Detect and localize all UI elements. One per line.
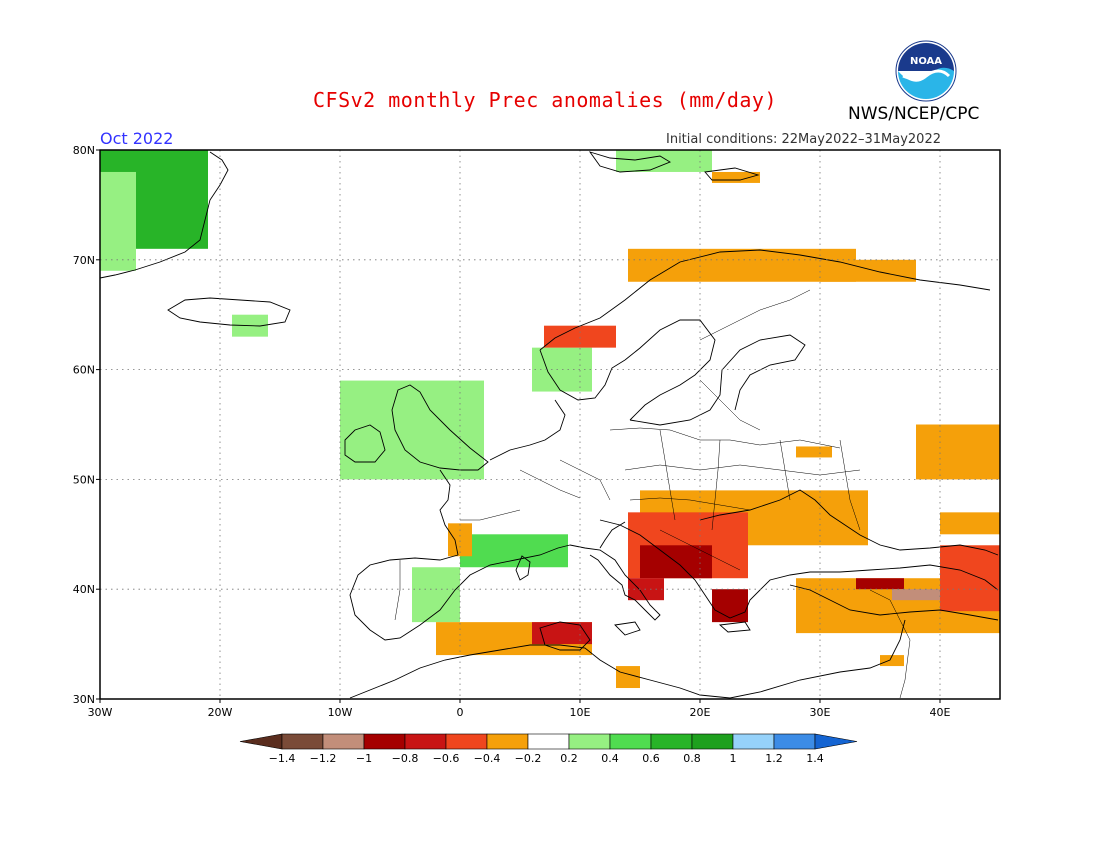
logo-text: NOAA xyxy=(910,56,942,67)
colorbar-box xyxy=(650,733,693,750)
anomaly-cell-bay-biscay-dry xyxy=(448,523,472,557)
anomaly-cell-ukraine-north xyxy=(796,446,832,458)
graticule xyxy=(100,150,1000,699)
anomaly-cell-turkey-north xyxy=(856,578,904,590)
colorbar-label: −0.4 xyxy=(474,752,501,765)
anomaly-cell-svalbard xyxy=(616,150,712,172)
map-title: CFSv2 monthly Prec anomalies (mm/day) xyxy=(313,88,778,112)
lat-tick-label: 40N xyxy=(73,583,95,596)
colorbar-label: −1.2 xyxy=(310,752,337,765)
colorbar-box xyxy=(732,733,775,750)
lon-tick-label: 40E xyxy=(930,706,951,719)
colorbar-label: 0.2 xyxy=(560,752,578,765)
anomaly-cell-barents-dry xyxy=(712,171,760,183)
lat-tick-label: 50N xyxy=(73,473,95,486)
lon-tick-label: 20E xyxy=(690,706,711,719)
anomaly-cell-caucasus xyxy=(940,545,1000,612)
anomaly-cell-russia-south xyxy=(940,512,1000,535)
lat-tick-label: 60N xyxy=(73,364,95,377)
colorbar-label: −0.2 xyxy=(515,752,542,765)
lat-tick-label: 70N xyxy=(73,254,95,267)
lon-tick-label: 30E xyxy=(810,706,831,719)
lon-tick-label: 10E xyxy=(570,706,591,719)
init-conditions: Initial conditions: 22May2022–31May2022 xyxy=(666,132,941,147)
colorbar-box xyxy=(486,733,529,750)
colorbar-box xyxy=(281,733,324,750)
colorbar-box xyxy=(568,733,611,750)
colorbar-label: 0.4 xyxy=(601,752,619,765)
anomaly-cell-ireland-uk xyxy=(340,380,484,480)
anomaly-cell-libya-dry xyxy=(616,666,640,689)
anomaly-cell-norway-coast-dry xyxy=(544,325,616,348)
anomaly-cell-kola-dry xyxy=(820,259,916,282)
colorbar-label: 1.4 xyxy=(806,752,824,765)
noaa-logo-icon: NOAA xyxy=(895,40,957,102)
colorbar-box xyxy=(404,733,447,750)
lat-tick-label: 80N xyxy=(73,144,95,157)
colorbar-box xyxy=(773,733,816,750)
lon-tick-label: 20W xyxy=(208,706,233,719)
colorbar-box xyxy=(322,733,365,750)
colorbar-box xyxy=(691,733,734,750)
lon-tick-label: 0 xyxy=(457,706,464,719)
colorbar-label: 0.6 xyxy=(642,752,660,765)
colorbar-label: −1.4 xyxy=(269,752,296,765)
lon-tick-label: 30W xyxy=(88,706,113,719)
anomaly-cell-algeria-tunisia xyxy=(532,622,592,645)
map-frame xyxy=(99,149,1001,700)
colorbar-box xyxy=(445,733,488,750)
anomaly-cell-russia-east xyxy=(916,424,1000,480)
colorbar-label: 1.2 xyxy=(765,752,783,765)
coastlines xyxy=(99,151,999,699)
colorbar-low-arrow xyxy=(239,733,283,750)
colorbar-label: −1 xyxy=(356,752,372,765)
anomaly-cell-levant xyxy=(880,655,904,667)
axis-ticks: 30W 20W 10W 0 10E 20E 30E 40E 30N 40N 50N 60N 70N 80N xyxy=(73,144,951,719)
colorbar-label: −0.8 xyxy=(392,752,419,765)
colorbar-high-arrow xyxy=(814,733,858,750)
anomaly-cells xyxy=(100,150,1000,689)
colorbar-label: 0.8 xyxy=(683,752,701,765)
colorbar-boxes xyxy=(239,733,858,750)
colorbar-label: 1 xyxy=(730,752,737,765)
colorbar-box xyxy=(609,733,652,750)
colorbar-box xyxy=(527,733,570,750)
lat-tick-label: 30N xyxy=(73,693,95,706)
agency-label: NWS/NCEP/CPC xyxy=(848,104,980,124)
colorbar-box xyxy=(363,733,406,750)
anomaly-cell-anatolia-east xyxy=(892,589,952,601)
colorbar-labels: −1.4 −1.2 −1 −0.8 −0.6 −0.4 −0.2 0.2 0.4 0.6 0.8 1 1… xyxy=(269,752,824,765)
anomaly-cell-greece xyxy=(712,589,748,623)
lon-tick-label: 10W xyxy=(328,706,353,719)
anomaly-cell-lapland-dry xyxy=(628,248,856,282)
valid-month: Oct 2022 xyxy=(100,129,174,148)
anomaly-cell-greenland-coast xyxy=(100,171,136,271)
colorbar-label: −0.6 xyxy=(433,752,460,765)
